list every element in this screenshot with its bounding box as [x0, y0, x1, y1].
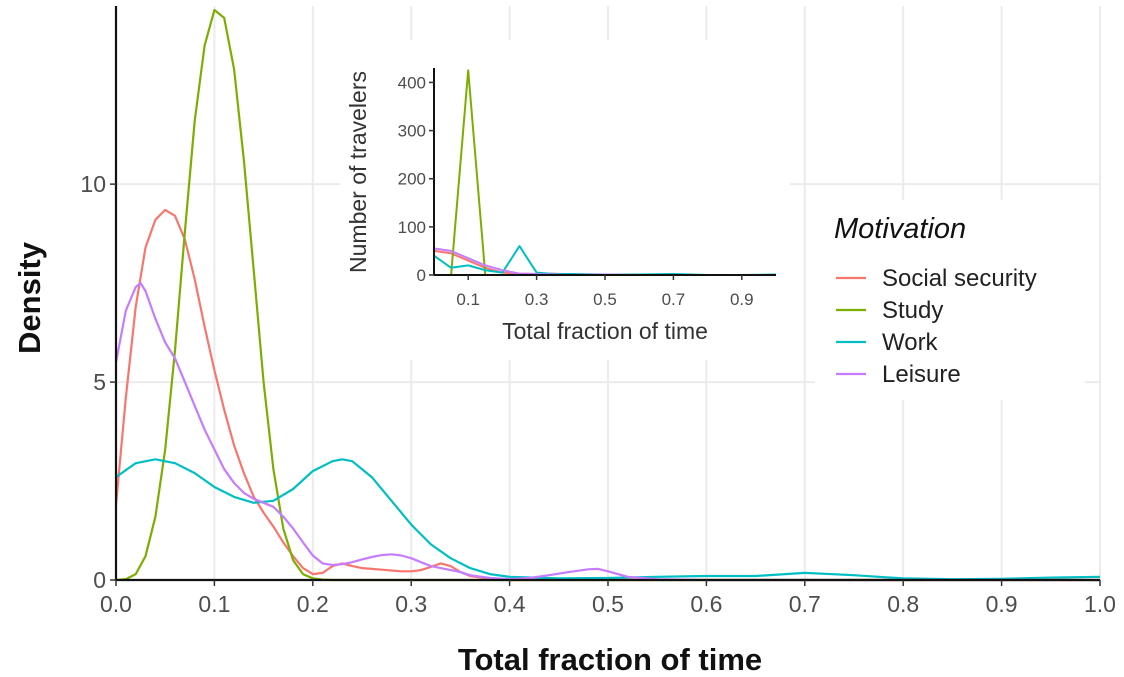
inset-x-tick-label: 0.9 [730, 290, 754, 309]
main-x-tick-label: 0.7 [789, 591, 821, 617]
inset-x-tick-label: 0.7 [662, 290, 686, 309]
inset-y-axis-title: Number of travelers [345, 71, 371, 273]
main-y-tick-label: 5 [93, 369, 106, 395]
inset-x-tick-label: 0.1 [456, 290, 480, 309]
inset-background [340, 40, 790, 360]
inset-y-tick-label: 300 [398, 122, 426, 141]
main-x-tick-label: 0.5 [592, 591, 624, 617]
legend-entries: Social security Study Work Leisure [836, 265, 1037, 388]
legend-title: Motivation [834, 213, 966, 245]
legend-background [815, 200, 1085, 400]
main-series-line-leisure [114, 282, 1100, 582]
inset-y-tick-label: 200 [398, 170, 426, 189]
main-x-tick-label: 0.6 [690, 591, 722, 617]
main-x-tick-label: 0.3 [395, 591, 427, 617]
inset-x-axis-title: Total fraction of time [502, 318, 708, 344]
main-x-axis-title: Total fraction of time [458, 642, 762, 677]
legend-label-work: Work [882, 329, 939, 356]
inset-y-tick-label: 400 [398, 73, 426, 92]
inset-y-tick-label: 0 [417, 266, 426, 285]
inset-y-tick-labels: 0 100 200 300 400 [398, 73, 434, 285]
main-x-tick-label: 1.0 [1084, 591, 1116, 617]
main-x-tick-label: 0.4 [494, 591, 526, 617]
main-y-tick-labels: 0 5 10 [80, 171, 116, 593]
main-y-tick-label: 10 [80, 171, 106, 197]
main-x-tick-label: 0.9 [986, 591, 1018, 617]
inset-x-tick-label: 0.3 [525, 290, 549, 309]
legend-label-leisure: Leisure [882, 361, 961, 388]
main-x-tick-label: 0.1 [198, 591, 230, 617]
main-x-tick-labels: 0.0 0.1 0.2 0.3 0.4 0.5 0.6 0.7 0.8 0.9 1.0 [100, 580, 1116, 617]
main-y-axis-title: Density [12, 241, 47, 354]
main-x-tick-label: 0.0 [100, 591, 132, 617]
main-x-tick-label: 0.8 [887, 591, 919, 617]
legend-label-social-security: Social security [882, 265, 1037, 292]
inset-x-tick-labels: 0.1 0.3 0.5 0.7 0.9 [456, 275, 754, 309]
legend-label-study: Study [882, 297, 943, 324]
main-x-tick-label: 0.2 [297, 591, 329, 617]
inset-y-tick-label: 100 [398, 218, 426, 237]
main-series-line-work [115, 458, 1101, 581]
inset-x-tick-label: 0.5 [593, 290, 617, 309]
main-y-tick-label: 0 [93, 567, 106, 593]
